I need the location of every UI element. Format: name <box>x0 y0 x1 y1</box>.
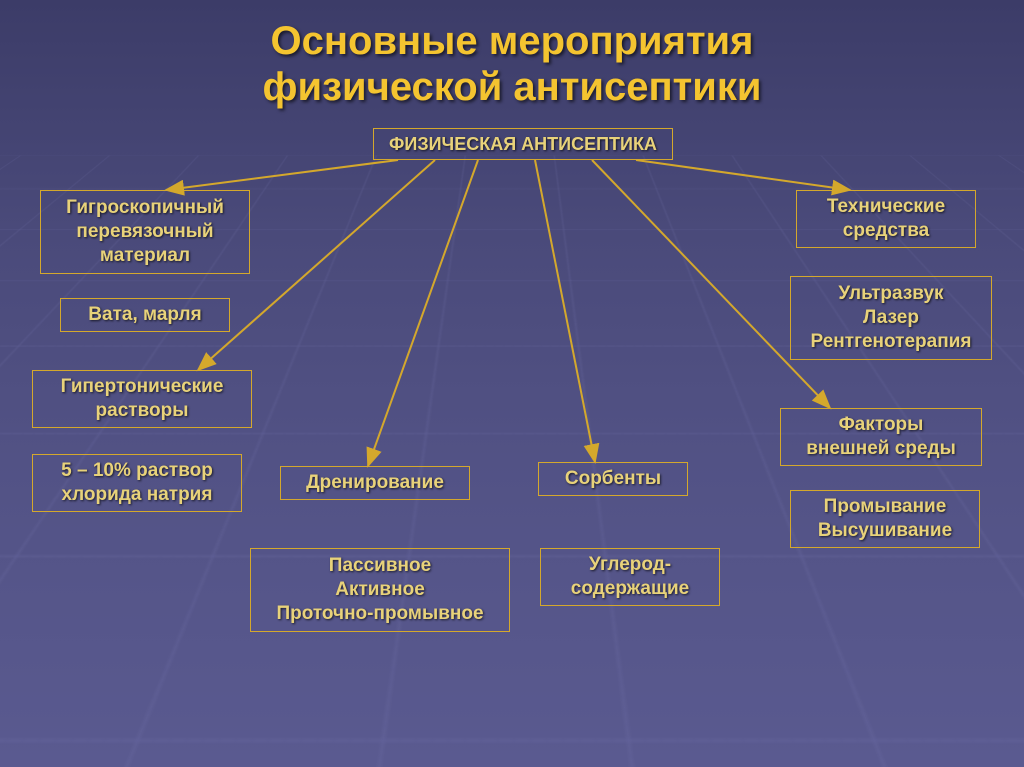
node-hygro: Гигроскопичный перевязочный материал <box>40 190 250 274</box>
arrow-group <box>166 160 850 466</box>
edge-root-tech <box>636 160 850 190</box>
node-carbon: Углерод- содержащие <box>540 548 720 606</box>
node-wash: Промывание Высушивание <box>790 490 980 548</box>
slide-title: Основные мероприятия физической антисепт… <box>0 18 1024 110</box>
node-nacl: 5 – 10% раствор хлорида натрия <box>32 454 242 512</box>
node-dren2: Пассивное Активное Проточно-промывное <box>250 548 510 632</box>
node-tech: Технические средства <box>796 190 976 248</box>
node-root: ФИЗИЧЕСКАЯ АНТИСЕПТИКА <box>373 128 673 160</box>
node-env: Факторы внешней среды <box>780 408 982 466</box>
edge-root-hygro <box>166 160 398 190</box>
edge-root-sorb <box>535 160 595 462</box>
node-dren: Дренирование <box>280 466 470 500</box>
node-uzi: Ультразвук Лазер Рентгенотерапия <box>790 276 992 360</box>
edge-root-dren <box>368 160 478 466</box>
node-hyper: Гипертонические растворы <box>32 370 252 428</box>
node-sorb: Сорбенты <box>538 462 688 496</box>
node-vata: Вата, марля <box>60 298 230 332</box>
